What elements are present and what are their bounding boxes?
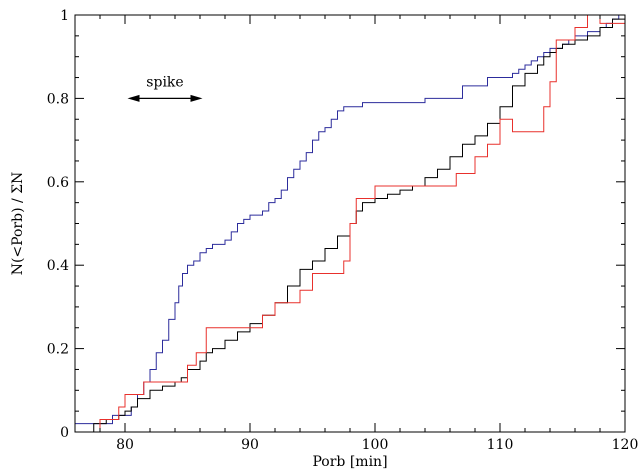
y-axis-label: N(<Porb) / ΣN [10, 172, 26, 276]
series-layer [74, 14, 626, 433]
x-tick-label: 100 [362, 437, 389, 453]
annotation-layer: spike [127, 75, 203, 102]
x-tick-label: 120 [612, 437, 639, 453]
series-line-1 [74, 14, 625, 432]
x-tick-label: 80 [116, 437, 134, 453]
x-tick-label: 90 [241, 437, 259, 453]
y-tick-label: 0.8 [47, 91, 69, 107]
y-tick-label: 0.2 [47, 342, 69, 358]
y-tick-label: 1 [60, 8, 69, 24]
tick-layer: 80 90 100 110 120 0 0.2 0.4 0.6 0.8 1 [47, 8, 639, 453]
x-tick-label: 110 [487, 437, 514, 453]
y-tick-label: 0.6 [47, 175, 69, 191]
x-axis-label: Porb [min] [312, 454, 387, 470]
series-line-3 [75, 14, 625, 433]
y-tick-label: 0 [60, 425, 69, 441]
spike-arrowhead-left [127, 94, 140, 102]
spike-annotation-label: spike [146, 75, 183, 91]
spike-arrowhead-right [190, 94, 203, 102]
y-tick-label: 0.4 [47, 258, 69, 274]
